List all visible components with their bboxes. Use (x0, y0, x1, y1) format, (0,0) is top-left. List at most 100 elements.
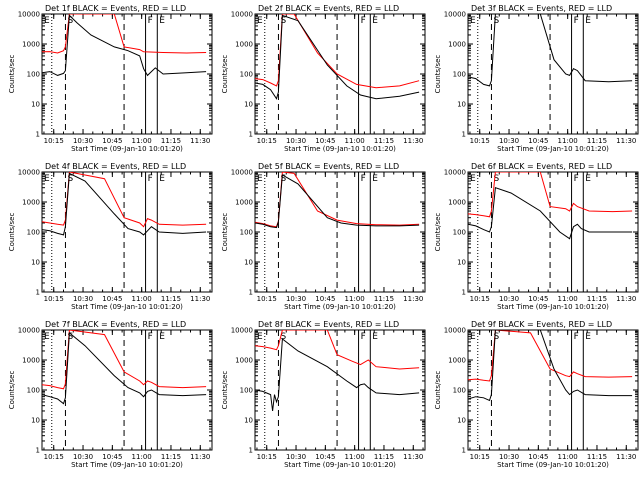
series-events-line (468, 14, 633, 87)
x-tick-label: 11:00 (132, 137, 152, 145)
x-tick-label: 11:15 (374, 295, 394, 303)
x-tick-label: 10:45 (315, 295, 335, 303)
x-tick-label: 10:30 (73, 137, 93, 145)
y-tick-label: 1 (462, 131, 466, 139)
marker-label: E (257, 174, 263, 184)
marker-label: E (372, 16, 378, 26)
y-tick-label: 1 (36, 447, 40, 455)
marker-label: S (493, 16, 499, 26)
x-tick-label: 10:15 (470, 295, 490, 303)
x-tick-label: 11:15 (587, 137, 607, 145)
x-tick-label: 11:15 (374, 453, 394, 461)
y-tick-label: 100 (453, 71, 466, 79)
x-tick-label: 11:30 (190, 295, 210, 303)
plot-frame (254, 329, 426, 451)
panel-title: Det 8f BLACK = Events, RED = LLD (258, 320, 399, 329)
x-tick-label: 11:00 (558, 137, 578, 145)
x-tick-label: 11:30 (403, 453, 423, 461)
marker-label: F (574, 332, 579, 342)
y-tick-label: 100 (27, 71, 40, 79)
y-tick-label: 10000 (231, 327, 253, 335)
y-axis-label: Counts/sec (221, 371, 229, 410)
x-tick-label: 10:30 (286, 453, 306, 461)
x-tick-label: 11:00 (132, 453, 152, 461)
marker-label: F (148, 16, 153, 26)
series-events-line (468, 330, 633, 402)
marker-label: S (67, 174, 73, 184)
marker-label: E (372, 332, 378, 342)
x-axis-label: Start Time (09-Jan-10 10:01:20) (71, 461, 183, 469)
marker-label: F (574, 16, 579, 26)
marker-label: F (574, 174, 579, 184)
x-tick-label: 11:00 (132, 295, 152, 303)
y-axis-label: Counts/sec (8, 213, 16, 252)
y-tick-label: 10 (457, 101, 466, 109)
y-axis-label: Counts/sec (221, 55, 229, 94)
marker-label: E (159, 174, 165, 184)
y-tick-label: 10 (244, 259, 253, 267)
panel-title: Det 4f BLACK = Events, RED = LLD (45, 162, 186, 171)
marker-label: E (159, 332, 165, 342)
series-lld-line (468, 330, 633, 382)
y-tick-label: 1 (462, 447, 466, 455)
x-tick-label: 10:15 (44, 137, 64, 145)
marker-label: F (361, 332, 366, 342)
x-axis-label: Start Time (09-Jan-10 10:01:20) (284, 303, 396, 311)
series-events-line (468, 187, 633, 240)
x-axis-label: Start Time (09-Jan-10 10:01:20) (284, 461, 396, 469)
y-tick-label: 100 (27, 387, 40, 395)
marker-label: S (280, 332, 286, 342)
x-tick-label: 11:15 (161, 453, 181, 461)
y-tick-label: 10000 (18, 11, 40, 19)
marker-label: S (280, 16, 286, 26)
y-tick-label: 10 (31, 417, 40, 425)
y-tick-label: 100 (453, 387, 466, 395)
y-axis-label: Counts/sec (434, 213, 442, 252)
y-tick-label: 100 (240, 387, 253, 395)
marker-label: F (148, 332, 153, 342)
x-tick-label: 10:30 (286, 137, 306, 145)
y-tick-label: 1000 (448, 41, 466, 49)
y-tick-label: 1000 (22, 199, 40, 207)
x-axis-label: Start Time (09-Jan-10 10:01:20) (497, 145, 609, 153)
y-tick-label: 100 (27, 229, 40, 237)
y-tick-label: 10 (244, 101, 253, 109)
series-events-line (42, 172, 207, 236)
y-tick-label: 10000 (444, 327, 466, 335)
panel-title: Det 3f BLACK = Events, RED = LLD (471, 4, 612, 13)
marker-label: E (44, 332, 50, 342)
x-tick-label: 11:00 (345, 453, 365, 461)
x-tick-label: 11:00 (345, 137, 365, 145)
y-axis-label: Counts/sec (8, 371, 16, 410)
x-tick-label: 11:15 (161, 295, 181, 303)
y-axis-label: Counts/sec (8, 55, 16, 94)
panel-2: Det 2f BLACK = Events, RED = LLD 1 10 100 10… (221, 4, 426, 153)
x-tick-label: 10:15 (470, 453, 490, 461)
x-tick-label: 10:30 (286, 295, 306, 303)
series-lld-line (255, 330, 420, 370)
marker-label: F (361, 174, 366, 184)
y-tick-label: 1000 (448, 199, 466, 207)
y-tick-label: 10000 (231, 11, 253, 19)
x-tick-label: 11:00 (558, 295, 578, 303)
panel-title: Det 5f BLACK = Events, RED = LLD (258, 162, 399, 171)
y-tick-label: 1000 (448, 357, 466, 365)
x-tick-label: 10:45 (315, 453, 335, 461)
x-tick-label: 10:45 (102, 295, 122, 303)
y-tick-label: 1 (36, 289, 40, 297)
y-tick-label: 1 (249, 131, 253, 139)
marker-label: F (148, 174, 153, 184)
x-tick-label: 11:30 (616, 295, 636, 303)
marker-label: E (372, 174, 378, 184)
x-axis-label: Start Time (09-Jan-10 10:01:20) (71, 145, 183, 153)
marker-label: S (67, 332, 73, 342)
x-tick-label: 11:00 (345, 295, 365, 303)
panel-4: Det 4f BLACK = Events, RED = LLD 1 10 100 10… (8, 162, 213, 311)
panel-title: Det 7f BLACK = Events, RED = LLD (45, 320, 186, 329)
y-tick-label: 10 (244, 417, 253, 425)
series-events-line (255, 14, 420, 100)
panel-7: Det 7f BLACK = Events, RED = LLD 1 10 100 10… (8, 320, 213, 469)
y-tick-label: 10000 (444, 11, 466, 19)
x-tick-label: 10:45 (102, 453, 122, 461)
